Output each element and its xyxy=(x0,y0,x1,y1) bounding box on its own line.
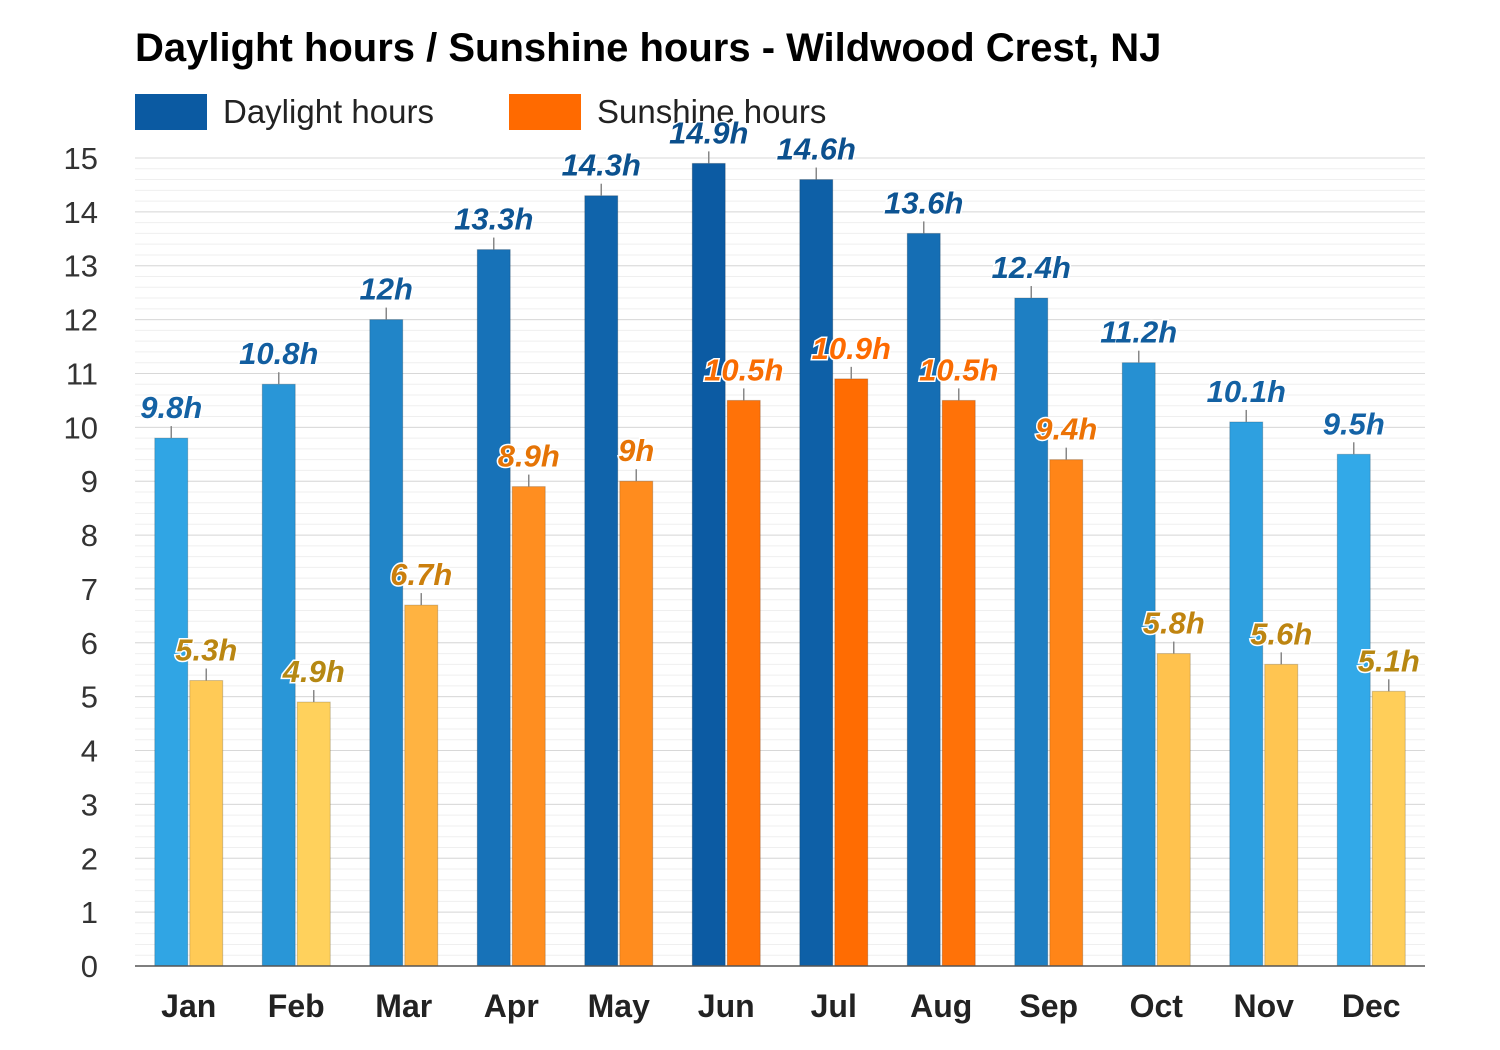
daylight-label-oct: 11.2h xyxy=(1100,315,1177,350)
x-tick-label: May xyxy=(588,988,650,1024)
x-tick-label: Oct xyxy=(1130,988,1184,1024)
daylight-bar-jul xyxy=(799,179,834,967)
sunshine-label-jul: 10.9h xyxy=(812,331,891,366)
y-tick-label: 10 xyxy=(64,410,98,445)
y-tick-label: 13 xyxy=(64,249,98,284)
sunshine-bar-dec xyxy=(1371,690,1406,967)
daylight-bar-sep xyxy=(1014,297,1049,967)
x-tick-label: Nov xyxy=(1234,988,1295,1024)
legend-swatch-daylight xyxy=(135,94,207,130)
y-tick-label: 1 xyxy=(81,895,98,930)
sunshine-bar-jan xyxy=(189,680,224,967)
x-tick-label: Apr xyxy=(484,988,539,1024)
legend-item-sunshine[interactable]: Sunshine hours xyxy=(509,92,826,132)
daylight-label-mar: 12h xyxy=(360,272,413,307)
sunshine-bar-sep xyxy=(1049,459,1084,967)
y-tick-label: 4 xyxy=(81,734,98,769)
y-tick-label: 15 xyxy=(64,141,98,176)
daylight-label-dec: 9.5h xyxy=(1323,406,1385,441)
y-tick-label: 8 xyxy=(81,518,98,553)
x-tick-label: Mar xyxy=(375,988,432,1024)
sunshine-bar-nov xyxy=(1264,663,1299,967)
daylight-bar-may xyxy=(584,195,619,967)
daylight-label-jan: 9.8h xyxy=(140,390,202,425)
daylight-bar-aug xyxy=(906,232,941,967)
x-tick-label: Sep xyxy=(1019,988,1078,1024)
y-tick-label: 14 xyxy=(64,195,98,230)
daylight-label-nov: 10.1h xyxy=(1207,374,1286,409)
sunshine-label-aug: 10.5h xyxy=(919,352,998,387)
daylight-label-apr: 13.3h xyxy=(454,202,533,237)
sunshine-bar-oct xyxy=(1156,653,1191,967)
y-tick-label: 7 xyxy=(81,572,98,607)
sunshine-bar-aug xyxy=(941,399,976,967)
daylight-label-may: 14.3h xyxy=(562,148,641,183)
sunshine-label-nov: 5.6h xyxy=(1250,616,1312,651)
sunshine-bar-feb xyxy=(296,701,331,967)
sunshine-bar-jul xyxy=(834,378,869,967)
sunshine-label-apr: 8.9h xyxy=(498,439,560,474)
legend-item-daylight[interactable]: Daylight hours xyxy=(135,92,434,132)
sunshine-label-mar: 6.7h xyxy=(390,557,452,592)
sunshine-label-feb: 4.9h xyxy=(282,654,345,689)
daylight-bar-mar xyxy=(369,319,404,967)
sunshine-bar-may xyxy=(619,480,654,967)
sunshine-bar-jun xyxy=(726,399,761,967)
sunshine-bar-apr xyxy=(511,486,546,967)
y-tick-label: 0 xyxy=(81,949,98,984)
y-tick-label: 2 xyxy=(81,841,98,876)
daylight-bar-apr xyxy=(476,249,511,967)
sunshine-label-oct: 5.8h xyxy=(1143,606,1205,641)
sunshine-label-dec: 5.1h xyxy=(1358,643,1420,678)
sunshine-label-may: 9h xyxy=(618,433,654,468)
x-tick-label: Dec xyxy=(1342,988,1401,1024)
daylight-label-sep: 12.4h xyxy=(992,250,1071,285)
y-tick-label: 5 xyxy=(81,680,98,715)
chart-title: Daylight hours / Sunshine hours - Wildwo… xyxy=(135,26,1162,70)
x-tick-label: Aug xyxy=(910,988,972,1024)
daylight-bar-oct xyxy=(1121,362,1156,967)
daylight-bar-jun xyxy=(691,162,726,967)
daylight-bar-feb xyxy=(261,383,296,967)
sunshine-label-sep: 9.4h xyxy=(1035,412,1097,447)
y-tick-label: 3 xyxy=(81,787,98,822)
sunshine-bar-mar xyxy=(404,604,439,967)
y-tick-label: 9 xyxy=(81,464,98,499)
legend-swatch-sunshine xyxy=(509,94,581,130)
daylight-bar-jan xyxy=(154,437,189,967)
daylight-bar-nov xyxy=(1229,421,1264,967)
legend-label-daylight: Daylight hours xyxy=(223,93,434,130)
daylight-label-jun: 14.9h xyxy=(669,115,748,150)
daylight-label-jul: 14.6h xyxy=(777,132,856,167)
legend-label-sunshine: Sunshine hours xyxy=(597,93,827,130)
daylight-bar-dec xyxy=(1336,453,1371,967)
x-tick-label: Feb xyxy=(268,988,325,1024)
y-tick-label: 6 xyxy=(81,626,98,661)
daylight-label-feb: 10.8h xyxy=(239,336,318,371)
sunshine-label-jan: 5.3h xyxy=(175,633,237,668)
daylight-label-aug: 13.6h xyxy=(884,185,963,220)
x-tick-label: Jul xyxy=(811,988,857,1024)
sunshine-label-jun: 10.5h xyxy=(704,352,783,387)
y-tick-label: 11 xyxy=(66,356,98,391)
y-tick-label: 12 xyxy=(64,303,98,338)
x-tick-label: Jun xyxy=(698,988,755,1024)
x-tick-label: Jan xyxy=(161,988,216,1024)
